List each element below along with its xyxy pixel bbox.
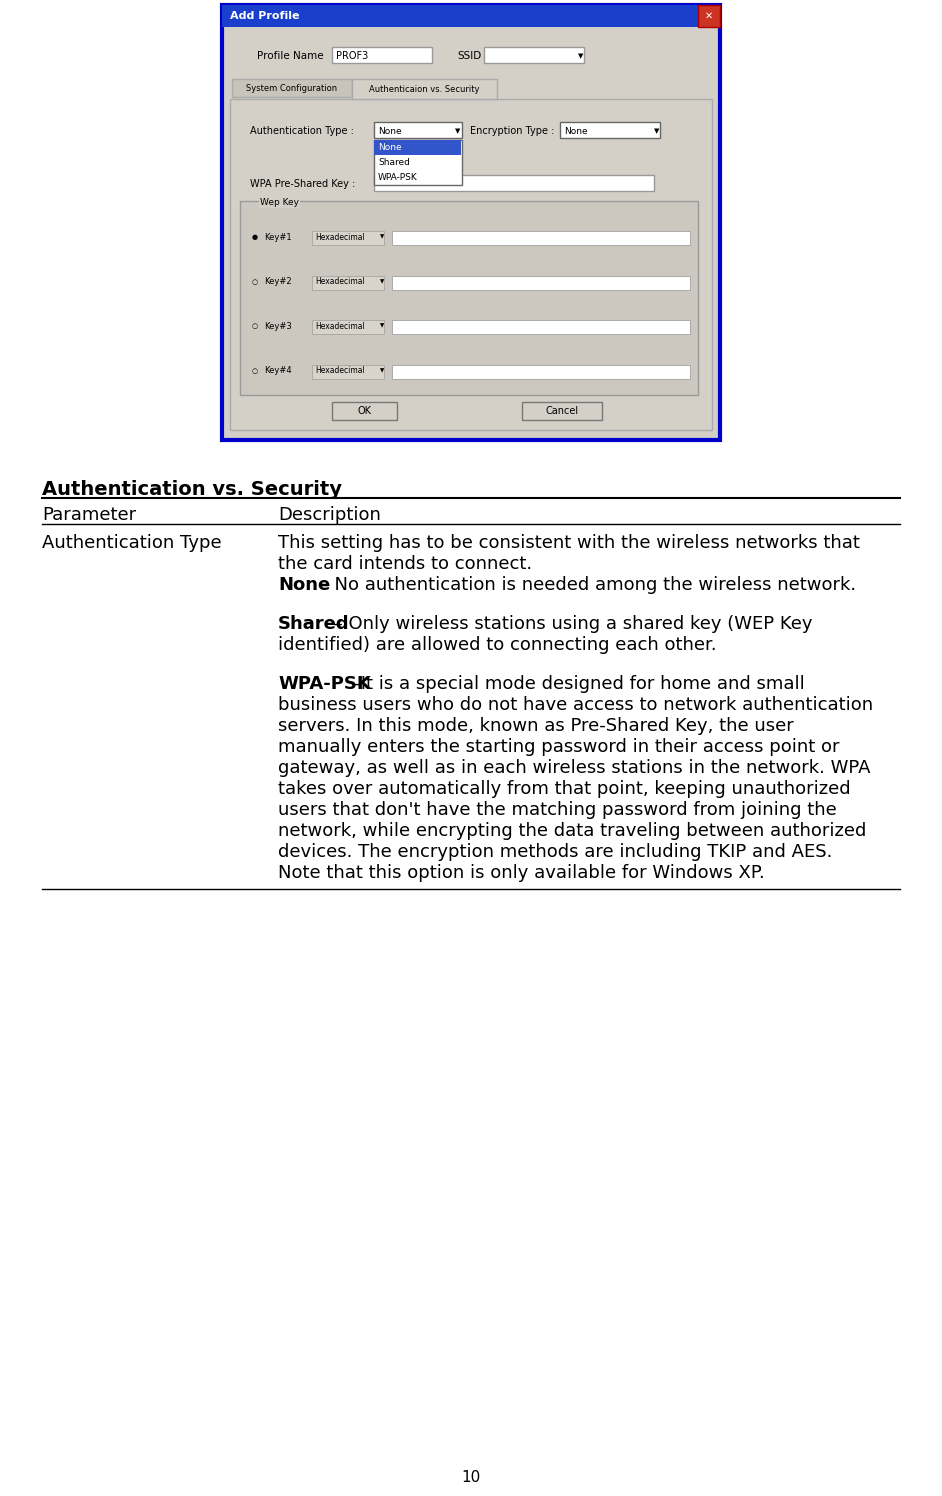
FancyBboxPatch shape	[374, 175, 654, 191]
FancyBboxPatch shape	[374, 123, 462, 138]
FancyBboxPatch shape	[484, 46, 584, 63]
FancyBboxPatch shape	[698, 4, 720, 27]
Text: ▼: ▼	[578, 52, 583, 58]
Text: WPA-PSK: WPA-PSK	[378, 174, 417, 183]
Text: Encryption Type :: Encryption Type :	[470, 126, 555, 136]
FancyBboxPatch shape	[312, 275, 384, 290]
Text: Hexadecimal: Hexadecimal	[315, 322, 365, 331]
Text: WPA Pre-Shared Key :: WPA Pre-Shared Key :	[250, 180, 355, 188]
Text: None: None	[378, 144, 401, 153]
Text: WPA-PSK: WPA-PSK	[278, 675, 371, 693]
Text: Authentication Type :: Authentication Type :	[250, 126, 354, 136]
Text: System Configuration: System Configuration	[247, 84, 337, 93]
Text: None: None	[378, 127, 401, 136]
Text: servers. In this mode, known as Pre-Shared Key, the user: servers. In this mode, known as Pre-Shar…	[278, 717, 794, 735]
FancyBboxPatch shape	[392, 320, 690, 334]
Text: Hexadecimal: Hexadecimal	[315, 233, 365, 242]
Text: Key#1: Key#1	[264, 233, 292, 242]
FancyBboxPatch shape	[230, 99, 712, 429]
Text: Description: Description	[278, 506, 381, 524]
Text: Hexadecimal: Hexadecimal	[315, 367, 365, 375]
FancyBboxPatch shape	[332, 402, 397, 420]
Text: ●: ●	[252, 235, 258, 241]
FancyBboxPatch shape	[312, 365, 384, 378]
Text: ▼: ▼	[654, 129, 659, 135]
Text: Authenticaion vs. Security: Authenticaion vs. Security	[369, 84, 479, 94]
Text: devices. The encryption methods are including TKIP and AES.: devices. The encryption methods are incl…	[278, 844, 833, 862]
Text: ○: ○	[252, 323, 258, 329]
Text: ▼: ▼	[380, 323, 384, 329]
FancyBboxPatch shape	[312, 320, 384, 334]
FancyBboxPatch shape	[560, 123, 660, 138]
Text: Key#4: Key#4	[264, 367, 292, 375]
Text: Profile Name: Profile Name	[257, 51, 324, 61]
Text: SSID: SSID	[457, 51, 481, 61]
Text: –It is a special mode designed for home and small: –It is a special mode designed for home …	[346, 675, 804, 693]
Text: Authentication vs. Security: Authentication vs. Security	[42, 480, 342, 500]
Text: business users who do not have access to network authentication: business users who do not have access to…	[278, 696, 873, 714]
Text: the card intends to connect.: the card intends to connect.	[278, 555, 532, 573]
Text: takes over automatically from that point, keeping unauthorized: takes over automatically from that point…	[278, 779, 851, 797]
Text: 10: 10	[462, 1471, 480, 1486]
FancyBboxPatch shape	[392, 365, 690, 378]
Text: Hexadecimal: Hexadecimal	[315, 277, 365, 286]
FancyBboxPatch shape	[222, 4, 720, 27]
Text: Note that this option is only available for Windows XP.: Note that this option is only available …	[278, 865, 765, 883]
Text: Add Profile: Add Profile	[230, 10, 300, 21]
Text: identified) are allowed to connecting each other.: identified) are allowed to connecting ea…	[278, 636, 717, 654]
Text: Wep Key: Wep Key	[260, 197, 299, 206]
Text: network, while encrypting the data traveling between authorized: network, while encrypting the data trave…	[278, 821, 867, 839]
FancyBboxPatch shape	[522, 402, 602, 420]
Text: None: None	[278, 576, 331, 594]
Text: Key#2: Key#2	[264, 277, 292, 286]
FancyBboxPatch shape	[352, 79, 497, 99]
Text: Key#3: Key#3	[264, 322, 292, 331]
FancyBboxPatch shape	[332, 46, 432, 63]
FancyBboxPatch shape	[232, 79, 352, 97]
Text: ▼: ▼	[380, 368, 384, 373]
Text: Shared: Shared	[378, 159, 410, 168]
Text: Authentication Type: Authentication Type	[42, 534, 221, 552]
FancyBboxPatch shape	[392, 232, 690, 245]
Text: manually enters the starting password in their access point or: manually enters the starting password in…	[278, 738, 839, 755]
Text: Cancel: Cancel	[545, 405, 578, 416]
Text: – Only wireless stations using a shared key (WEP Key: – Only wireless stations using a shared …	[328, 615, 813, 633]
Text: ▼: ▼	[455, 129, 461, 135]
Text: ▼: ▼	[380, 235, 384, 239]
Text: OK: OK	[357, 405, 371, 416]
Text: – No authentication is needed among the wireless network.: – No authentication is needed among the …	[314, 576, 856, 594]
Text: PROF3: PROF3	[336, 51, 368, 61]
Text: ✕: ✕	[705, 10, 713, 21]
Text: None: None	[564, 127, 588, 136]
FancyBboxPatch shape	[392, 275, 690, 290]
FancyBboxPatch shape	[240, 200, 698, 395]
FancyBboxPatch shape	[222, 4, 720, 440]
Text: Shared: Shared	[278, 615, 349, 633]
FancyBboxPatch shape	[374, 141, 462, 186]
Text: This setting has to be consistent with the wireless networks that: This setting has to be consistent with t…	[278, 534, 860, 552]
Text: users that don't have the matching password from joining the: users that don't have the matching passw…	[278, 800, 836, 818]
FancyBboxPatch shape	[312, 232, 384, 245]
Text: ▼: ▼	[380, 280, 384, 284]
FancyBboxPatch shape	[374, 141, 461, 156]
Text: gateway, as well as in each wireless stations in the network. WPA: gateway, as well as in each wireless sta…	[278, 758, 870, 776]
Text: ○: ○	[252, 278, 258, 284]
Text: ○: ○	[252, 368, 258, 374]
Text: Parameter: Parameter	[42, 506, 137, 524]
